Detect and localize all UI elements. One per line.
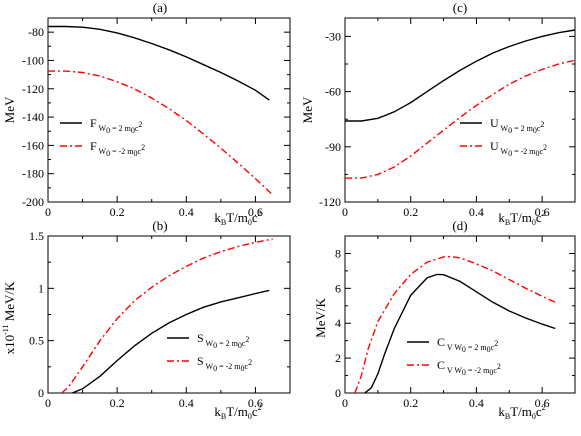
y-tick-label: 1.5 (29, 229, 44, 243)
y-tick-label: -120 (22, 82, 44, 96)
x-tick-label: 0.4 (179, 205, 194, 219)
x-tick-label: 0 (45, 205, 51, 219)
x-tick-label: 0.6 (248, 205, 263, 219)
legend-label: C V W0 = 2 m0c2 (437, 335, 498, 354)
y-tick-label: 4 (335, 316, 341, 330)
legend-label: S W0 = 2 m0c2 (197, 331, 249, 350)
y-tick-label: -180 (22, 167, 44, 181)
legend-label: U W0 = -2 m0c2 (490, 139, 547, 158)
plot-frame (344, 235, 576, 394)
series-line-1 (48, 25, 270, 101)
series-line-2 (354, 255, 556, 393)
y-tick-label: -30 (325, 29, 341, 43)
legend-label: F W0 = 2 m0c2 (90, 116, 142, 135)
x-tick-label: 0.6 (535, 205, 550, 219)
y-tick-label: 1 (38, 281, 44, 295)
x-tick-label: 0.4 (469, 205, 484, 219)
plot-frame (344, 17, 576, 203)
series-line-1 (345, 29, 575, 122)
y-tick-label: -120 (319, 195, 341, 209)
x-tick-label: 0.2 (403, 205, 418, 219)
x-tick-label: 0.6 (248, 396, 263, 410)
series-line-2 (61, 238, 273, 393)
legend-label: U W0 = 2 m0c2 (490, 116, 544, 135)
y-tick-label: -160 (22, 138, 44, 152)
x-axis-label: kBT/m0c2 (498, 403, 545, 421)
y-axis-label: x10-11 MeV/K (1, 281, 17, 354)
chart-panel-d: (d) 0 0.2 0.4 0.6 0 2 4 6 8 kBT/m0c2 MeV/K C V W0 = … (313, 218, 576, 421)
x-tick-label: 0 (45, 396, 51, 410)
y-tick-label: -60 (325, 85, 341, 99)
x-axis-label: kBT/m0c2 (214, 403, 261, 421)
y-axis-label: MeV (300, 96, 315, 123)
x-tick-label: 0 (342, 205, 348, 219)
plot-frame (47, 17, 291, 203)
x-tick-label: 0.4 (469, 396, 484, 410)
y-tick-label: 0 (38, 386, 44, 400)
x-axis-label: kBT/m0c2 (214, 209, 261, 227)
y-tick-label: 6 (335, 281, 341, 295)
panel-label: (d) (452, 218, 467, 233)
panel-label: (c) (453, 0, 467, 15)
y-axis-label: MeV (2, 96, 17, 123)
x-tick-label: 0 (342, 396, 348, 410)
y-tick-label: -140 (22, 110, 44, 124)
panel-label: (b) (152, 218, 167, 233)
x-tick-label: 0.4 (179, 396, 194, 410)
series-line-2 (48, 70, 274, 196)
series-line-1 (71, 289, 270, 393)
x-axis-label: kBT/m0c2 (498, 209, 545, 227)
chart-panel-b: (b) 0 0.2 0.4 0.6 0 0.5 1 1.5 kBT/m0c2 x10-11 MeV/… (1, 218, 291, 421)
y-tick-label: -90 (325, 140, 341, 154)
y-tick-label: 8 (335, 246, 341, 260)
panel-label: (a) (153, 0, 167, 15)
legend-label: C V W0 = -2 m0c2 (437, 358, 501, 377)
chart-panel-a: (a) 0 0.2 0.4 0.6 -200 -180 -160 -140 -120 -100 -80… (2, 0, 291, 227)
x-tick-label: 0.6 (535, 396, 550, 410)
legend-label: F W0 = -2 m0c2 (90, 139, 145, 158)
y-tick-label: -80 (28, 25, 44, 39)
y-tick-label: 0 (335, 386, 341, 400)
plot-frame (47, 235, 291, 394)
y-tick-label: 2 (335, 351, 341, 365)
y-tick-label: 0.5 (29, 334, 44, 348)
y-axis-label: MeV/K (313, 298, 328, 338)
x-tick-label: 0.2 (110, 205, 125, 219)
x-tick-label: 0.2 (403, 396, 418, 410)
legend-label: S W0 = -2 m0c2 (197, 354, 252, 373)
series-line-1 (364, 273, 556, 393)
y-tick-label: -100 (22, 53, 44, 67)
chart-panel-c: (c) 0 0.2 0.4 0.6 -120 -90 -60 -30 kBT/m0c2 MeV U W… (300, 0, 576, 227)
x-tick-label: 0.2 (110, 396, 125, 410)
y-tick-label: -200 (22, 195, 44, 209)
